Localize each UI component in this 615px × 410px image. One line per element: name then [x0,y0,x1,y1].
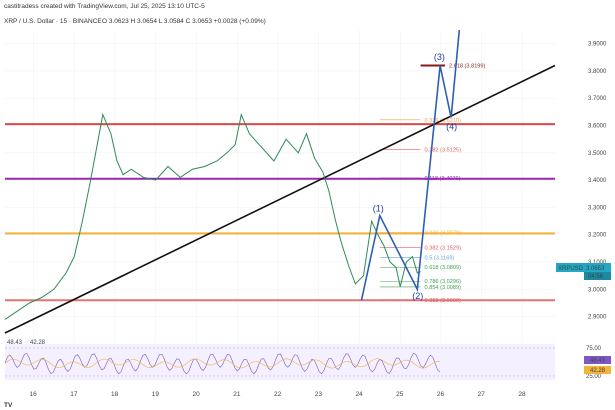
rsi-ma-current-box [584,366,611,374]
x-tick-label: 17 [70,391,78,398]
fib-label: 0.854 (3.0089) [425,285,462,291]
current-price-symbol: XRPUSD [558,266,584,272]
y-tick-label: 3.7000 [588,96,607,102]
y-tick-label: 3.2000 [588,233,607,239]
x-tick-label: 27 [478,391,486,398]
rsi-tick-25: 25.00 [586,374,602,380]
x-tick-label: 24 [355,391,363,398]
fib-label: 0.618 (3.0809) [425,265,462,271]
countdown-value: 04:56 [588,274,604,280]
fib-label: 0.5 (3.1169) [425,255,455,261]
x-tick-label: 16 [30,391,38,398]
fib-label: 0.382 (3.5125) [425,147,462,153]
rsi-line [4,353,441,375]
symbol-line: XRP / U.S. Dollar · 15 · BINANCE [4,18,102,25]
rsi-tick-75: 75.00 [586,346,602,352]
tradingview-logo: TV [4,402,13,409]
x-tick-label: 19 [152,391,160,398]
wave-label: (4) [446,122,457,132]
current-price-value: 3.0653 [586,266,605,272]
wave-label: (1) [373,204,384,214]
wave-labels: (1) (2) (3) (4) [373,52,457,301]
rsi-panel [5,344,555,380]
rsi-ma-line [4,358,441,369]
x-tick-label: 25 [396,391,404,398]
y-tick-label: 3.4000 [588,178,607,184]
rsi-label-2: 42.28 [30,340,46,346]
y-tick-label: 3.5000 [588,151,607,157]
y-tick-label: 3.3000 [588,205,607,211]
current-price-tag [556,263,584,272]
credit-line: castitradess created with TradingView.co… [4,3,205,10]
rsi-label-1: 48.43 [7,340,23,346]
fib-label: 0.236 (3.2079) [425,231,462,237]
fib-label: 2.618 (3.8199) [449,64,486,70]
x-tick-label: 28 [518,391,526,398]
y-tick-label: 3.8000 [588,69,607,75]
x-axis-ticks: 16 17 18 19 20 21 22 23 24 25 26 27 28 [30,391,527,398]
x-tick-label: 22 [274,391,282,398]
ohlc-line: O 3.0623 H 3.0654 L 3.0584 C 3.0653 +0.0… [102,18,266,25]
grid [5,30,555,380]
x-tick-label: 21 [233,391,241,398]
y-tick-label: 2.9000 [588,315,607,321]
fib-label: 0.786 (3.0296) [425,279,462,285]
fib-label: 0.382 (2.9609) [425,298,462,304]
rsi-current-box [584,356,611,364]
wave-label: (3) [434,52,445,62]
x-tick-label: 18 [111,391,119,398]
fib-label: 0.382 (3.1529) [425,246,462,252]
current-price-box [584,263,611,272]
y-tick-label: 3.9000 [588,42,607,48]
y-tick-label: 3.0000 [588,287,607,293]
wave-projection-path [360,29,461,301]
countdown-box [584,272,611,280]
rsi-current-value: 48.43 [590,358,606,364]
x-tick-label: 23 [315,391,323,398]
x-tick-label: 26 [437,391,445,398]
fib-label: 0.118 (3.4076) [425,176,461,182]
rsi-ma-current-value: 42.28 [590,368,606,374]
y-tick-label: 3.6000 [588,124,607,130]
trendline [4,64,556,334]
wave-label: (2) [412,291,423,301]
x-tick-label: 20 [192,391,200,398]
horizontal-levels [5,123,555,302]
